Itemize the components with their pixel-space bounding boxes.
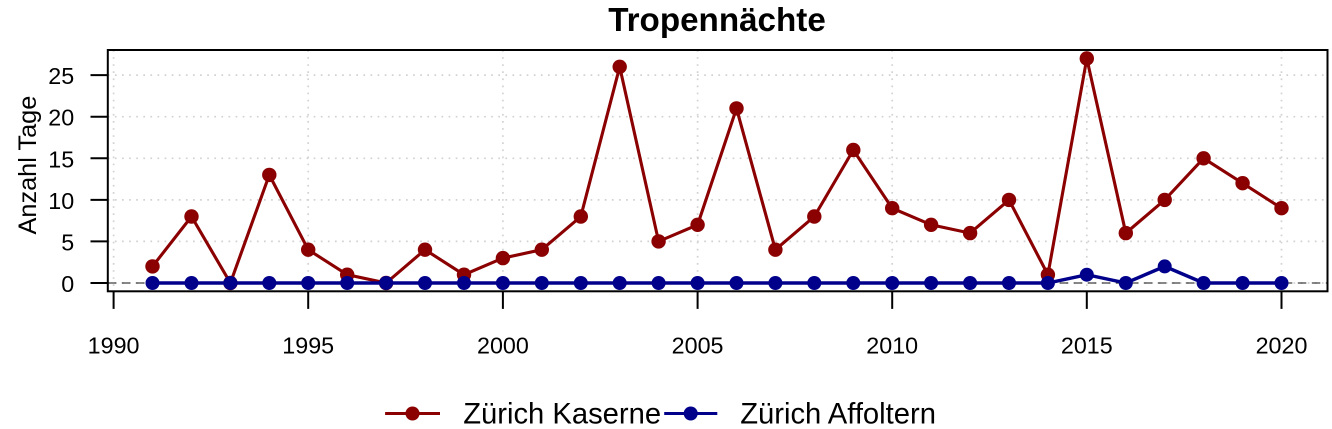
svg-text:20: 20 <box>48 105 74 131</box>
svg-text:2010: 2010 <box>866 332 918 358</box>
svg-text:Anzahl Tage: Anzahl Tage <box>14 96 42 235</box>
svg-text:5: 5 <box>61 229 74 255</box>
svg-text:25: 25 <box>48 63 74 89</box>
svg-text:2005: 2005 <box>672 332 724 358</box>
svg-text:15: 15 <box>48 146 74 172</box>
svg-text:1990: 1990 <box>88 332 140 358</box>
svg-text:Zürich Kaserne: Zürich Kaserne <box>463 399 661 429</box>
svg-text:0: 0 <box>61 271 74 297</box>
svg-text:2020: 2020 <box>1256 332 1308 358</box>
svg-text:10: 10 <box>48 188 74 214</box>
svg-text:2015: 2015 <box>1061 332 1113 358</box>
svg-text:Tropennächte: Tropennächte <box>608 2 826 39</box>
svg-text:Zürich Affoltern: Zürich Affoltern <box>740 399 936 429</box>
svg-text:2000: 2000 <box>477 332 529 358</box>
svg-text:1995: 1995 <box>282 332 334 358</box>
